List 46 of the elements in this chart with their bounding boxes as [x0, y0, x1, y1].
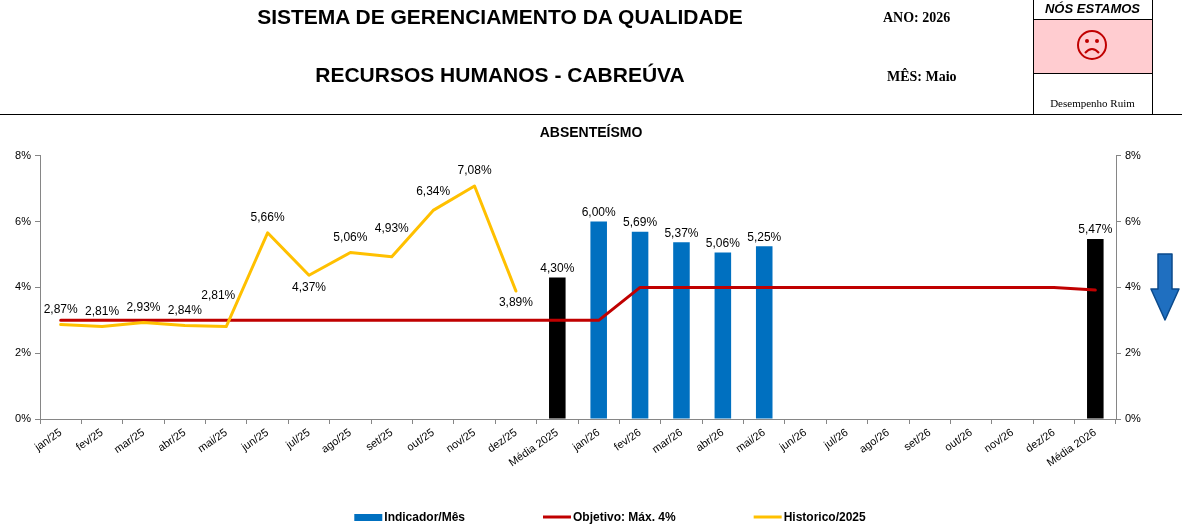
data-label: 5,25%	[747, 229, 782, 244]
y-tick-label: 2%	[15, 346, 32, 359]
data-label: 3,89%	[498, 295, 534, 310]
bar	[673, 242, 690, 419]
bar	[549, 277, 566, 419]
data-label: 2,87%	[43, 301, 79, 316]
data-label: 6,34%	[416, 184, 451, 199]
bar	[590, 221, 607, 419]
text: NÓS ESTAMOS	[1043, 1, 1142, 16]
y-tick-label: 0%	[15, 412, 32, 425]
text: Desempenho Ruim	[1049, 97, 1136, 109]
y2-tick-label: 0%	[1125, 412, 1142, 425]
legend-label: Indicador/Mês	[384, 510, 466, 525]
data-label: 6,00%	[581, 204, 617, 219]
text: RECURSOS HUMANOS - CABREÚVA	[315, 63, 685, 86]
chart-title: ABSENTEÍSMO	[539, 124, 643, 141]
y2-tick-label: 2%	[1125, 346, 1142, 359]
text: MÊS: Maio	[887, 69, 957, 85]
data-label: 5,06%	[705, 235, 741, 250]
data-label: 4,30%	[540, 260, 575, 275]
y-tick-label: 6%	[15, 214, 32, 227]
y2-tick-label: 6%	[1125, 214, 1142, 227]
y-tick-label: 8%	[15, 148, 32, 161]
data-label: 5,47%	[1078, 222, 1113, 237]
bar	[631, 231, 649, 419]
legend-label: Objetivo: Máx. 4%	[572, 510, 676, 525]
y2-tick-label: 4%	[1125, 280, 1142, 293]
data-label: 5,06%	[333, 229, 368, 244]
data-label: 4,93%	[374, 220, 410, 235]
data-label: 5,66%	[250, 210, 285, 225]
data-label: 7,08%	[457, 163, 492, 178]
bar	[714, 252, 732, 419]
data-label: 5,37%	[664, 225, 699, 240]
data-label: 2,81%	[201, 288, 236, 303]
text: ANO: 2026	[883, 10, 951, 26]
y2-tick-label: 8%	[1125, 148, 1142, 161]
legend-label: Historico/2025	[783, 510, 867, 525]
y-tick-label: 4%	[15, 280, 32, 293]
text: SISTEMA DE GERENCIAMENTO DA QUALIDADE	[257, 5, 743, 28]
data-label: 5,69%	[623, 215, 658, 230]
bar	[1087, 239, 1104, 419]
bar	[755, 246, 773, 419]
data-label: 2,93%	[126, 299, 161, 314]
data-label: 2,81%	[85, 303, 120, 318]
data-label: 2,84%	[167, 302, 203, 317]
data-label: 4,37%	[291, 279, 327, 294]
